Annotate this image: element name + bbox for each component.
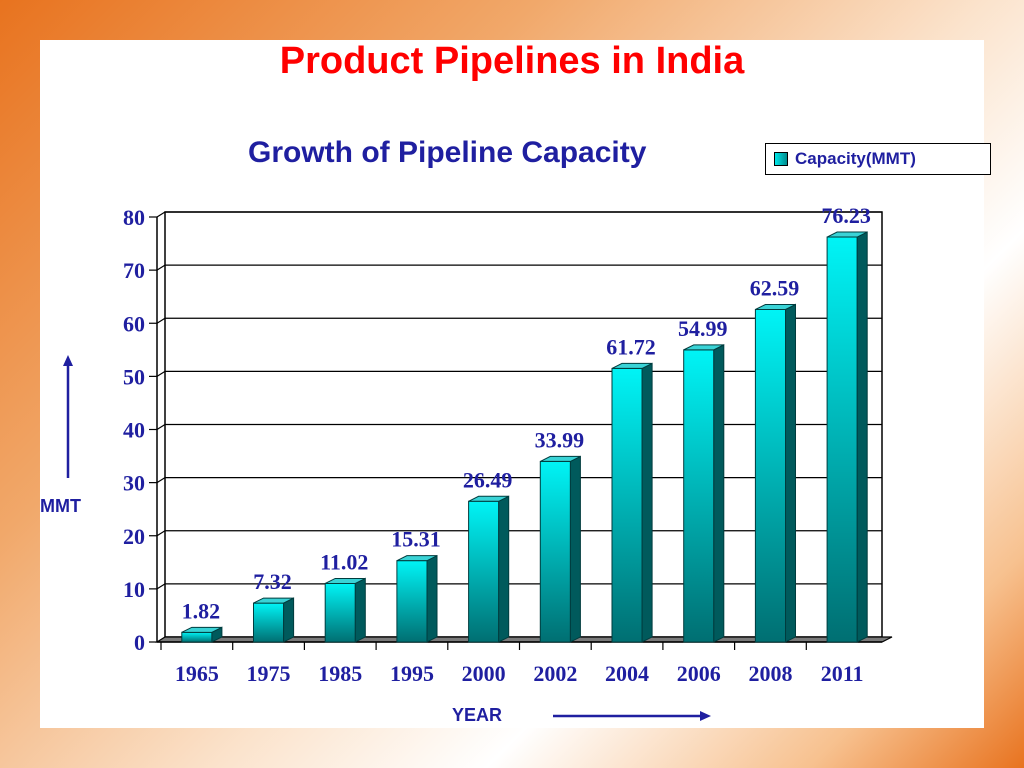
x-tick-label: 2006 bbox=[677, 661, 721, 686]
y-tick-label: 80 bbox=[123, 205, 145, 230]
x-tick-label: 2002 bbox=[533, 661, 577, 686]
gridline-depth bbox=[156, 583, 166, 590]
bar bbox=[468, 500, 500, 643]
legend-label: Capacity(MMT) bbox=[795, 149, 916, 168]
y-tick-label: 10 bbox=[123, 577, 145, 602]
data-label: 33.99 bbox=[535, 427, 585, 452]
bar-top bbox=[611, 362, 653, 369]
bar-top bbox=[253, 597, 294, 604]
bar-top bbox=[540, 455, 581, 462]
bar-side bbox=[785, 303, 797, 643]
gridline-depth bbox=[156, 317, 166, 324]
x-tick-label: 1995 bbox=[390, 661, 434, 686]
bar-side bbox=[856, 231, 868, 643]
bar bbox=[826, 236, 858, 643]
bar-side bbox=[283, 597, 295, 643]
data-label: 54.99 bbox=[678, 316, 728, 341]
bar-side bbox=[498, 495, 510, 643]
data-label: 62.59 bbox=[750, 275, 800, 300]
data-label: 1.82 bbox=[182, 598, 221, 623]
data-label: 26.49 bbox=[463, 467, 513, 492]
bar-side bbox=[354, 577, 366, 643]
bar bbox=[324, 582, 356, 643]
data-label: 11.02 bbox=[320, 549, 368, 574]
bar-top bbox=[755, 303, 796, 310]
x-axis-label: YEAR bbox=[452, 705, 503, 725]
y-tick-label: 60 bbox=[123, 311, 145, 336]
data-label: 76.23 bbox=[821, 203, 871, 228]
bar-top bbox=[181, 626, 223, 633]
x-tick-label: 1985 bbox=[318, 661, 362, 686]
gridline-depth bbox=[156, 477, 166, 484]
y-tick-label: 50 bbox=[123, 364, 145, 389]
bar-side bbox=[641, 362, 653, 643]
gridline-depth bbox=[156, 264, 166, 271]
bar-top bbox=[324, 577, 366, 584]
x-tick-label: 2000 bbox=[462, 661, 506, 686]
x-tick-label: 2004 bbox=[605, 661, 649, 686]
x-tick-label: 2011 bbox=[821, 661, 864, 686]
chart-legend: Capacity(MMT) bbox=[765, 143, 991, 175]
bars bbox=[181, 231, 868, 643]
chart-title: Growth of Pipeline Capacity bbox=[248, 136, 647, 169]
bar-top bbox=[683, 344, 725, 351]
x-tick-label: 2008 bbox=[748, 661, 792, 686]
bar-top bbox=[826, 231, 868, 238]
data-label: 61.72 bbox=[606, 334, 656, 359]
data-labels: 1.82 7.32 11.02 15.31 26.49 33.99 61.72 54.99 62… bbox=[182, 203, 871, 623]
bar bbox=[754, 308, 787, 643]
bar bbox=[683, 349, 715, 643]
bar-top bbox=[396, 555, 438, 562]
bar-side bbox=[713, 344, 725, 643]
bar bbox=[252, 602, 285, 643]
y-tick-label: 70 bbox=[123, 258, 145, 283]
bar bbox=[396, 560, 428, 643]
x-tick-label: 1975 bbox=[247, 661, 291, 686]
gridline-depth bbox=[156, 211, 166, 218]
bar-side bbox=[426, 554, 438, 643]
legend-swatch bbox=[774, 152, 788, 166]
bar bbox=[181, 631, 213, 643]
y-tick-label: 40 bbox=[123, 418, 145, 443]
y-tick-label: 20 bbox=[123, 524, 145, 549]
y-tick-label: 30 bbox=[123, 471, 145, 496]
y-axis-label: MMT bbox=[40, 496, 81, 516]
gridline-depth bbox=[156, 530, 166, 537]
gridline-depth bbox=[156, 370, 166, 377]
bar-top bbox=[468, 495, 509, 502]
x-tick-label: 1965 bbox=[175, 661, 219, 686]
bar-side bbox=[569, 455, 581, 643]
bar bbox=[539, 460, 571, 643]
slide-title: Product Pipelines in India bbox=[279, 40, 745, 82]
data-label: 7.32 bbox=[253, 569, 292, 594]
data-label: 15.31 bbox=[391, 527, 441, 552]
bar bbox=[611, 367, 643, 643]
y-tick-label: 0 bbox=[134, 630, 145, 655]
gridline-depth bbox=[156, 423, 166, 431]
